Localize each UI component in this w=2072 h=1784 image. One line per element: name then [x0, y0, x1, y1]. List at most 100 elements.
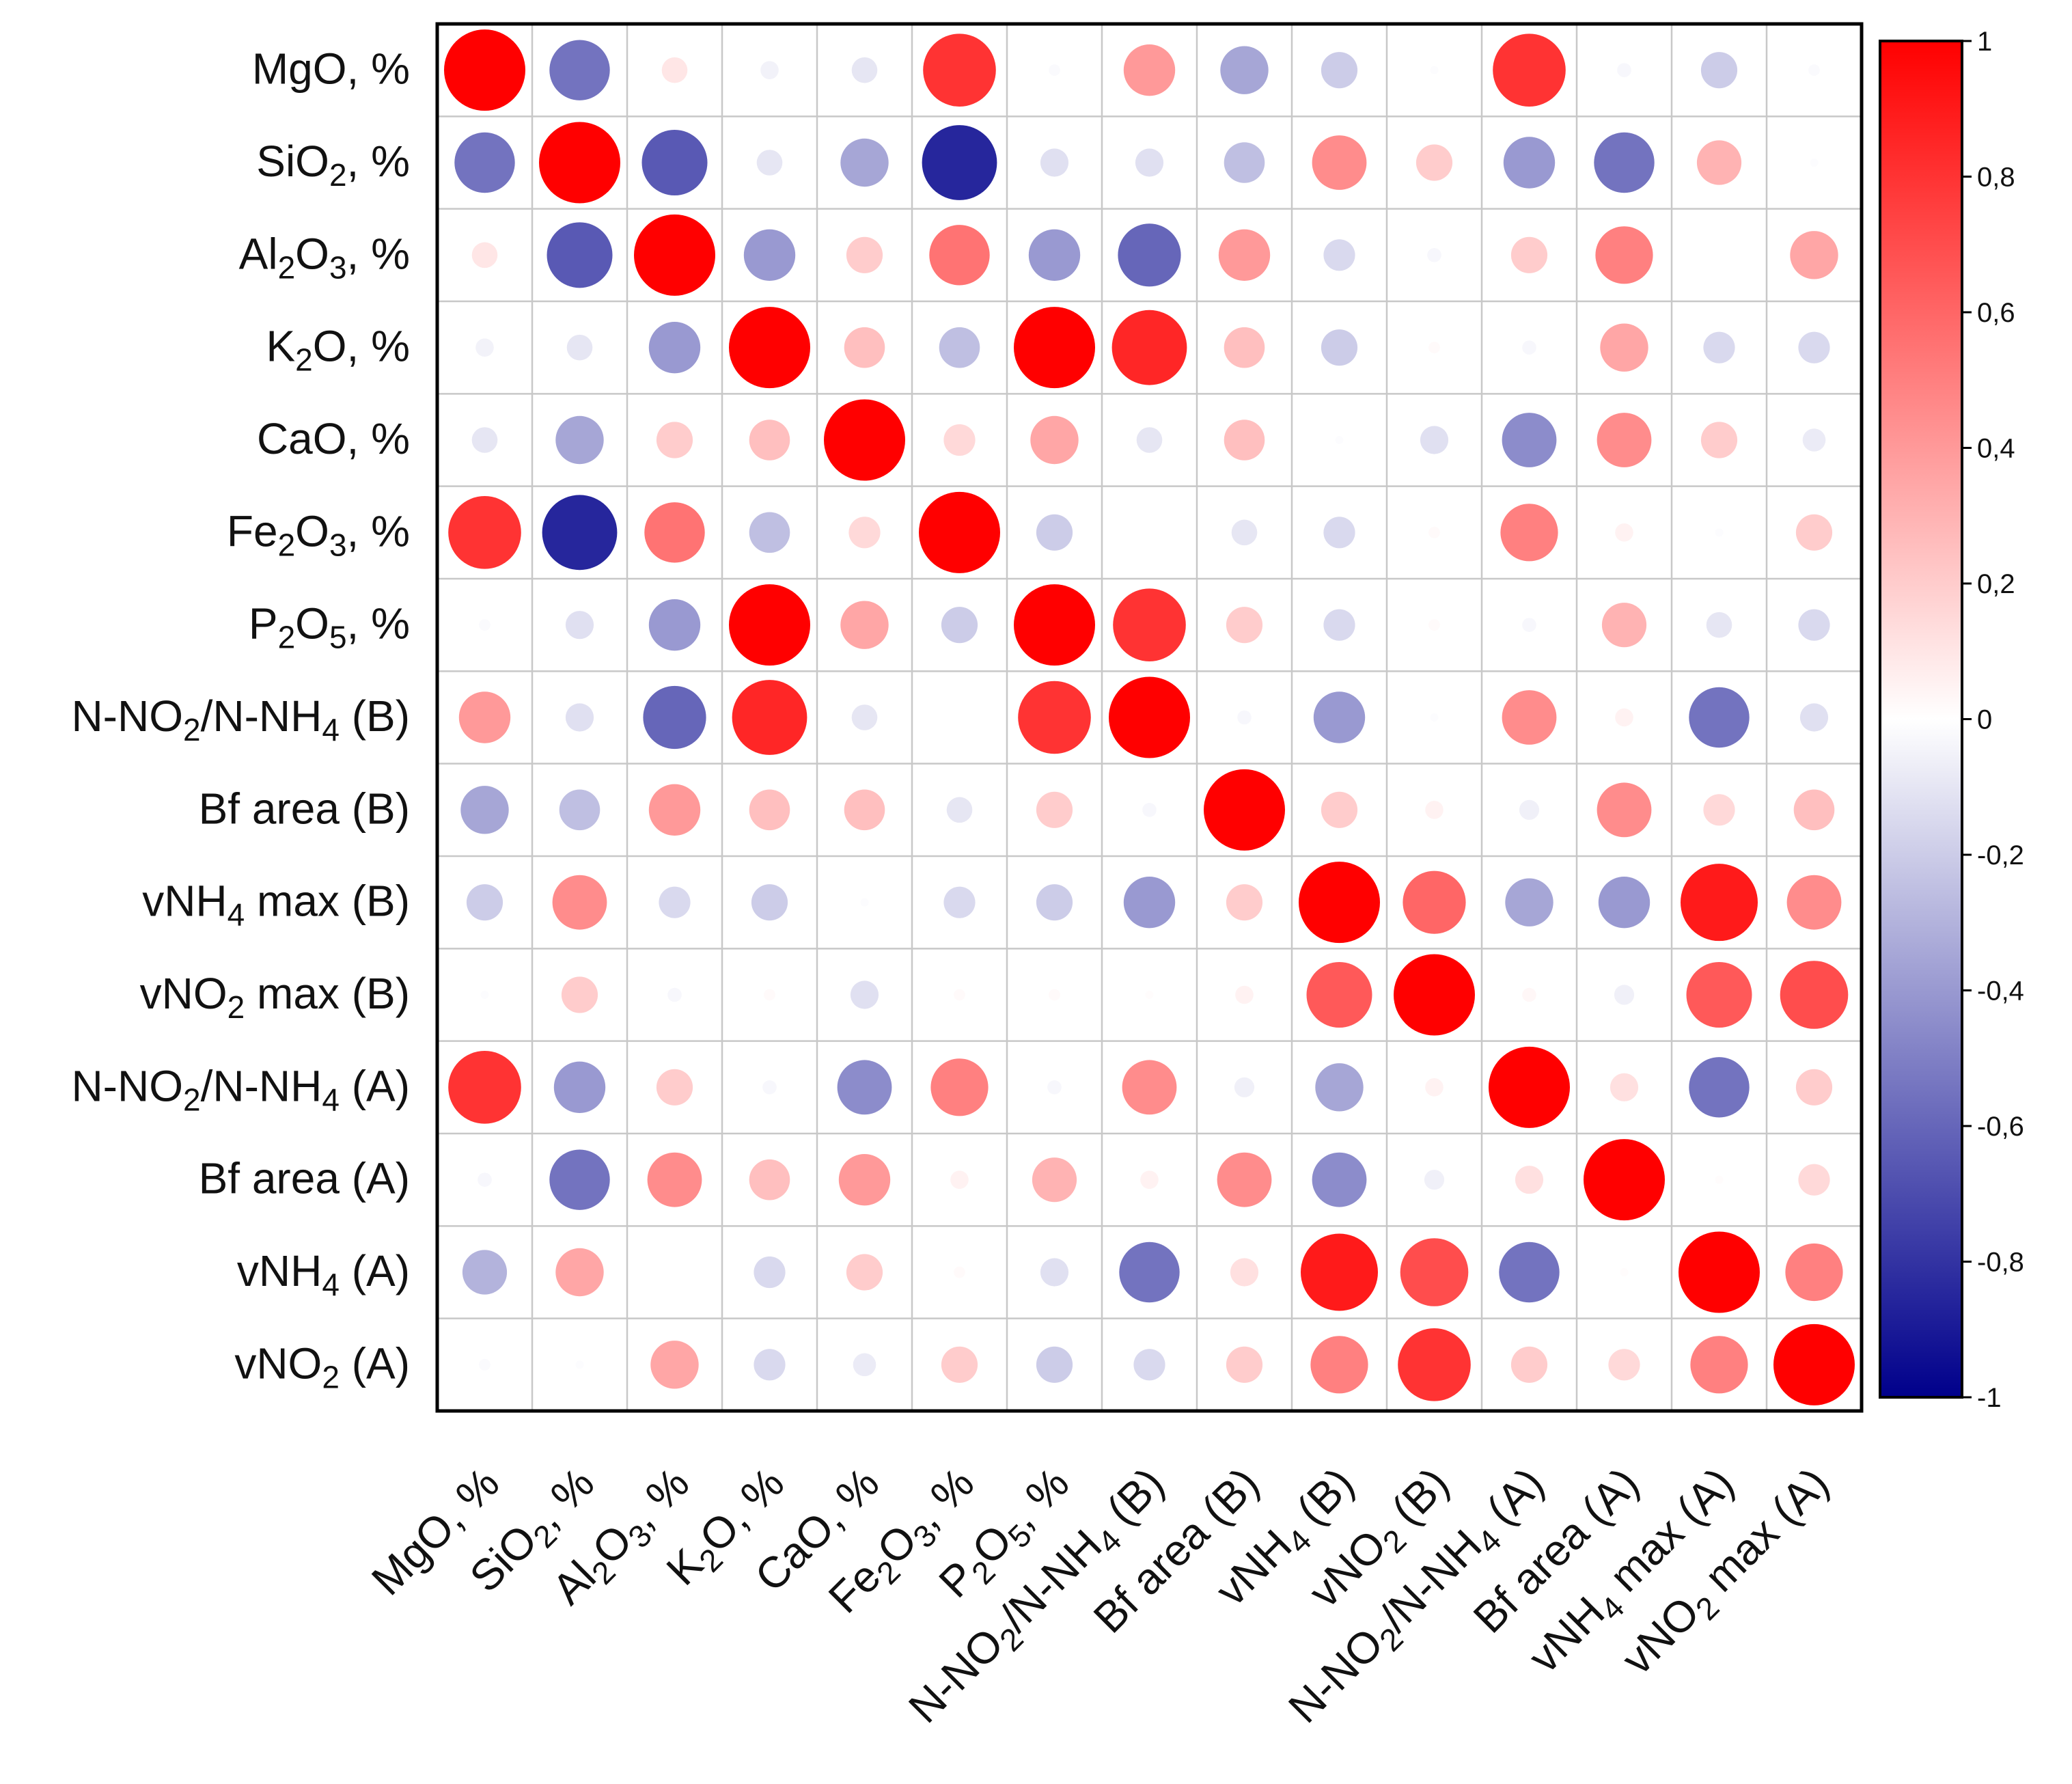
- correlation-circle-r5-c10: [1428, 526, 1440, 538]
- correlation-circle-r7-c6: [1018, 681, 1091, 754]
- correlation-circle-r3-c7: [1111, 310, 1187, 385]
- correlation-circle-r5-c2: [644, 502, 705, 563]
- correlation-circle-r2-c4: [846, 236, 883, 273]
- colorbar-tick-label: 1: [1977, 27, 1992, 57]
- correlation-circle-r5-c4: [848, 517, 881, 549]
- colorbar-tick-label: 0,6: [1977, 298, 2015, 328]
- correlation-circle-r5-c9: [1323, 517, 1355, 549]
- correlation-circle-r0-c13: [1700, 52, 1738, 89]
- correlation-circle-r7-c4: [851, 704, 878, 730]
- correlation-circle-r8-c6: [1036, 791, 1073, 828]
- correlation-circle-r2-c9: [1323, 239, 1355, 271]
- correlation-circle-r5-c0: [448, 496, 521, 569]
- correlation-circle-r12-c8: [1217, 1152, 1272, 1207]
- correlation-circle-r4-c12: [1597, 413, 1652, 467]
- correlation-circle-r13-c14: [1785, 1243, 1843, 1302]
- colorbar: 1 0,8 0,6 0,4 0,2 0 -0,2 -0,4 -0,6 -0,8 -1: [1879, 27, 2024, 1413]
- correlation-circle-r5-c12: [1615, 523, 1633, 542]
- correlation-circle-r6-c13: [1706, 612, 1732, 638]
- correlation-circle-r7-c3: [732, 680, 807, 755]
- correlation-circle-r8-c7: [1142, 803, 1157, 817]
- colorbar-tick-label: 0,8: [1977, 163, 2015, 193]
- correlation-circle-r9-c9: [1299, 862, 1380, 944]
- correlation-circle-r10-c7: [1145, 991, 1154, 999]
- column-labels: MgO, %SiO2, %Al2O3, %K2O, %CaO, %Fe2O3, …: [362, 1458, 1838, 1732]
- correlation-circle-r13-c1: [555, 1248, 604, 1297]
- correlation-circle-r9-c12: [1598, 876, 1650, 929]
- correlation-circle-r4-c11: [1502, 413, 1557, 467]
- correlation-circle-r3-c8: [1224, 327, 1265, 368]
- correlation-circle-r6-c1: [565, 611, 594, 640]
- correlation-circle-r9-c10: [1403, 870, 1466, 934]
- correlation-circle-r6-c14: [1798, 609, 1830, 641]
- correlation-circle-r14-c12: [1608, 1349, 1640, 1381]
- correlation-circle-r12-c0: [478, 1172, 492, 1187]
- correlation-circle-r9-c3: [751, 884, 788, 921]
- correlation-circle-r12-c3: [749, 1159, 790, 1200]
- correlation-circle-r4-c4: [824, 399, 905, 481]
- row-label-2: Al2O3, %: [239, 229, 410, 285]
- correlation-circle-r9-c0: [466, 884, 503, 921]
- correlation-circle-r2-c3: [743, 229, 796, 282]
- correlation-circle-r4-c1: [555, 415, 604, 465]
- correlation-circle-r1-c14: [1810, 159, 1819, 167]
- correlation-circle-r0-c4: [851, 57, 878, 83]
- correlation-circle-r3-c13: [1703, 331, 1735, 363]
- correlation-circle-r2-c11: [1510, 236, 1548, 273]
- correlation-circle-r6-c2: [648, 599, 701, 651]
- correlation-circle-r9-c11: [1505, 878, 1553, 927]
- correlation-circle-r14-c0: [479, 1358, 491, 1371]
- correlation-circle-r1-c13: [1696, 140, 1742, 185]
- correlation-circle-r7-c11: [1502, 690, 1557, 745]
- correlation-circle-r10-c10: [1394, 954, 1475, 1036]
- correlation-circle-r0-c3: [760, 61, 779, 79]
- correlation-circle-r2-c12: [1595, 226, 1653, 284]
- correlation-circle-r13-c13: [1679, 1231, 1760, 1313]
- correlation-circle-r5-c13: [1715, 528, 1724, 537]
- correlation-circle-r1-c11: [1503, 137, 1556, 189]
- correlation-circle-r10-c13: [1686, 962, 1752, 1028]
- correlation-circle-r0-c2: [661, 57, 688, 83]
- row-label-5: Fe2O3, %: [227, 506, 410, 562]
- correlation-circle-r9-c8: [1226, 884, 1263, 921]
- row-label-4: CaO, %: [257, 414, 410, 463]
- correlation-circle-r3-c9: [1321, 329, 1358, 366]
- correlation-circle-r2-c2: [634, 214, 715, 296]
- correlation-circle-r4-c14: [1802, 428, 1826, 452]
- correlation-circle-r6-c9: [1323, 609, 1355, 641]
- correlation-circle-r8-c9: [1321, 791, 1358, 828]
- correlation-circle-r4-c7: [1136, 427, 1163, 453]
- correlation-circle-r1-c3: [756, 150, 783, 176]
- correlation-circle-r11-c8: [1234, 1077, 1255, 1097]
- colorbar-tick-label: -0,8: [1977, 1248, 2024, 1278]
- correlation-circle-r10-c2: [667, 987, 682, 1002]
- correlation-circle-r13-c12: [1620, 1268, 1629, 1276]
- correlation-circle-r8-c2: [648, 784, 701, 836]
- correlation-circle-r6-c7: [1113, 588, 1186, 661]
- correlation-circle-r8-c12: [1597, 782, 1652, 838]
- correlation-circle-r10-c8: [1235, 985, 1254, 1004]
- correlation-circle-r11-c6: [1047, 1080, 1062, 1095]
- correlation-circle-r11-c0: [448, 1051, 521, 1124]
- correlation-circle-r10-c4: [850, 980, 879, 1009]
- grid-lines: [437, 24, 1862, 1411]
- colorbar-tick-label: -0,4: [1977, 976, 2024, 1006]
- correlation-circle-r1-c6: [1040, 148, 1069, 177]
- correlation-circle-r0-c10: [1430, 66, 1439, 74]
- correlation-circle-r5-c1: [542, 495, 618, 571]
- correlation-circle-r12-c5: [950, 1170, 969, 1189]
- correlation-circle-r3-c0: [475, 338, 494, 357]
- correlation-circle-r10-c14: [1780, 961, 1849, 1029]
- row-label-11: N-NO2/N-NH4 (A): [71, 1061, 410, 1117]
- correlation-circle-r3-c2: [648, 321, 701, 374]
- correlation-circle-r11-c14: [1795, 1069, 1833, 1106]
- correlation-circle-r13-c6: [1040, 1258, 1069, 1287]
- correlation-circle-r13-c0: [462, 1250, 508, 1295]
- row-label-14: vNO2 (A): [234, 1339, 410, 1395]
- correlation-circle-r8-c10: [1425, 801, 1444, 819]
- correlation-circle-r14-c4: [853, 1353, 876, 1377]
- correlation-circle-r3-c11: [1522, 340, 1536, 355]
- correlation-circle-r4-c0: [471, 427, 498, 453]
- row-label-13: vNH4 (A): [237, 1246, 410, 1302]
- row-label-0: MgO, %: [252, 44, 410, 94]
